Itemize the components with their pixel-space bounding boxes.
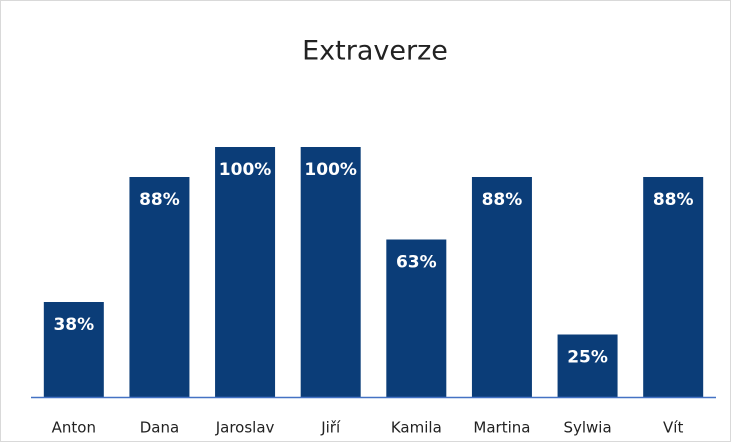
value-label: 63% [396, 253, 437, 273]
bar [386, 239, 447, 397]
value-label: 88% [139, 190, 180, 210]
x-tick-label: Dana [140, 419, 179, 437]
value-label: 100% [219, 160, 272, 180]
x-tick-label: Martina [473, 419, 530, 437]
x-tick-label: Sylwia [563, 419, 611, 437]
bar [215, 147, 276, 397]
bar [129, 177, 190, 397]
value-label: 100% [304, 160, 357, 180]
value-label: 38% [53, 315, 94, 335]
bar [43, 302, 104, 397]
value-label: 88% [482, 190, 523, 210]
x-tick-label: Vít [663, 419, 683, 437]
value-label: 88% [653, 190, 694, 210]
bar [557, 334, 618, 397]
x-tick-label: Jaroslav [215, 419, 275, 437]
chart-title: Extraverze [302, 36, 448, 67]
bar [471, 177, 532, 397]
x-tick-label: Anton [52, 419, 96, 437]
x-tick-label: Kamila [391, 419, 442, 437]
value-label: 25% [567, 348, 608, 368]
bar [643, 177, 704, 397]
x-tick-label: Jiří [320, 419, 341, 437]
bar [300, 147, 361, 397]
